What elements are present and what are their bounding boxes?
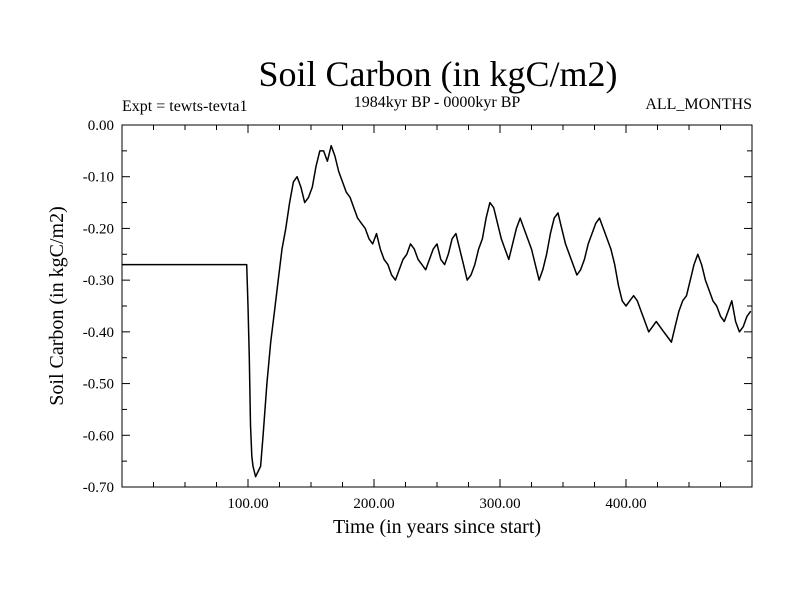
series-line — [122, 144, 752, 478]
y-axis-ticks: 0.00 -0.10 -0.20 -0.30 -0.40 -0.50 -0.60 -0.70 — [83, 118, 752, 496]
y-tick-label: -0.30 — [83, 273, 114, 289]
y-axis-label: Soil Carbon (in kgC/m2) — [46, 206, 68, 405]
plot-frame — [121, 124, 753, 488]
y-tick-label: -0.20 — [83, 221, 114, 237]
y-tick-label: -0.70 — [83, 480, 114, 496]
chart-title: Soil Carbon (in kgC/m2) — [259, 54, 618, 94]
x-tick-label: 100.00 — [227, 496, 268, 512]
x-axis-label: Time (in years since start) — [333, 516, 541, 538]
x-tick-label: 300.00 — [479, 496, 520, 512]
y-tick-label: -0.50 — [83, 377, 114, 393]
series-layer — [122, 144, 752, 478]
y-tick-label: -0.40 — [83, 325, 114, 341]
y-tick-label: 0.00 — [88, 118, 114, 134]
y-tick-label: -0.10 — [83, 170, 114, 186]
x-tick-label: 200.00 — [353, 496, 394, 512]
chart-left-label: Expt = tewts-tevta1 — [122, 98, 247, 115]
chart-right-label: ALL_MONTHS — [645, 96, 752, 113]
chart-subtitle: 1984kyr BP - 0000kyr BP — [354, 94, 521, 111]
y-tick-label: -0.60 — [83, 428, 114, 444]
x-axis-ticks: 100.00 200.00 300.00 400.00 — [153, 125, 721, 512]
x-tick-label: 400.00 — [605, 496, 646, 512]
